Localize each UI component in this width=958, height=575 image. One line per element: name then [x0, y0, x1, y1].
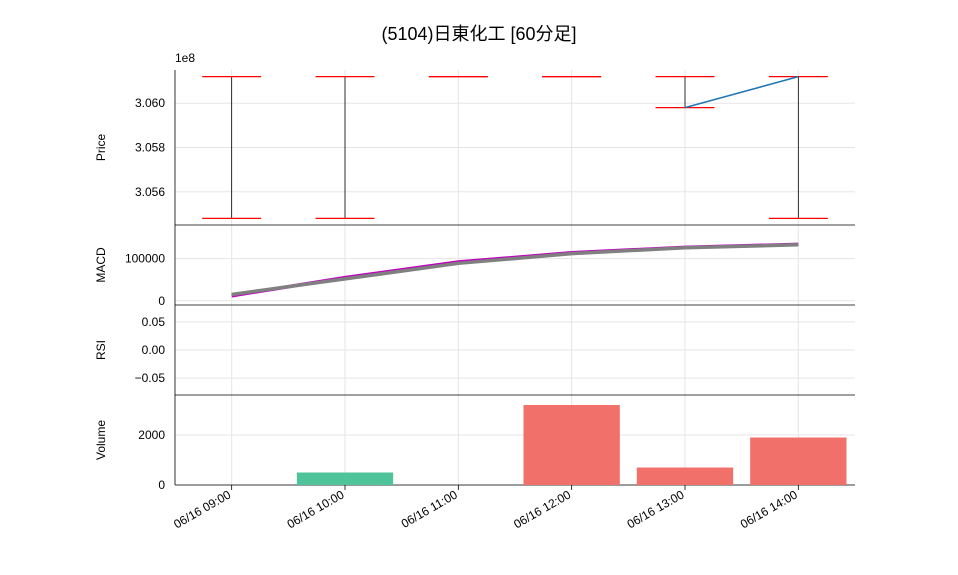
svg-text:−0.05: −0.05	[135, 371, 166, 385]
svg-text:1e8: 1e8	[175, 51, 195, 65]
svg-text:0: 0	[158, 478, 165, 492]
svg-text:06/16 09:00: 06/16 09:00	[171, 487, 233, 531]
stock-chart: { "title": "(5104)日東化工 [60分足]", "exponen…	[0, 0, 958, 575]
svg-text:RSI: RSI	[94, 340, 108, 360]
svg-text:0.00: 0.00	[142, 343, 166, 357]
svg-text:2000: 2000	[138, 428, 165, 442]
svg-text:06/16 11:00: 06/16 11:00	[399, 487, 460, 531]
svg-text:06/16 13:00: 06/16 13:00	[625, 487, 687, 531]
svg-text:100000: 100000	[125, 252, 165, 266]
chart-svg: (5104)日東化工 [60分足] 1e8 3.056 3.058 3.060 Price…	[0, 0, 958, 575]
svg-text:3.058: 3.058	[135, 141, 165, 155]
svg-text:Price: Price	[94, 134, 108, 162]
svg-text:06/16 12:00: 06/16 12:00	[511, 487, 573, 531]
svg-text:06/16 10:00: 06/16 10:00	[285, 487, 347, 531]
svg-text:0.05: 0.05	[142, 315, 166, 329]
svg-text:3.060: 3.060	[135, 96, 165, 110]
svg-text:Volume: Volume	[94, 420, 108, 460]
svg-text:MACD: MACD	[94, 247, 108, 283]
svg-text:(5104)日東化工 [60分足]: (5104)日東化工 [60分足]	[381, 24, 576, 44]
svg-text:3.056: 3.056	[135, 185, 165, 199]
svg-text:06/16 14:00: 06/16 14:00	[738, 487, 800, 531]
svg-text:0: 0	[158, 294, 165, 308]
